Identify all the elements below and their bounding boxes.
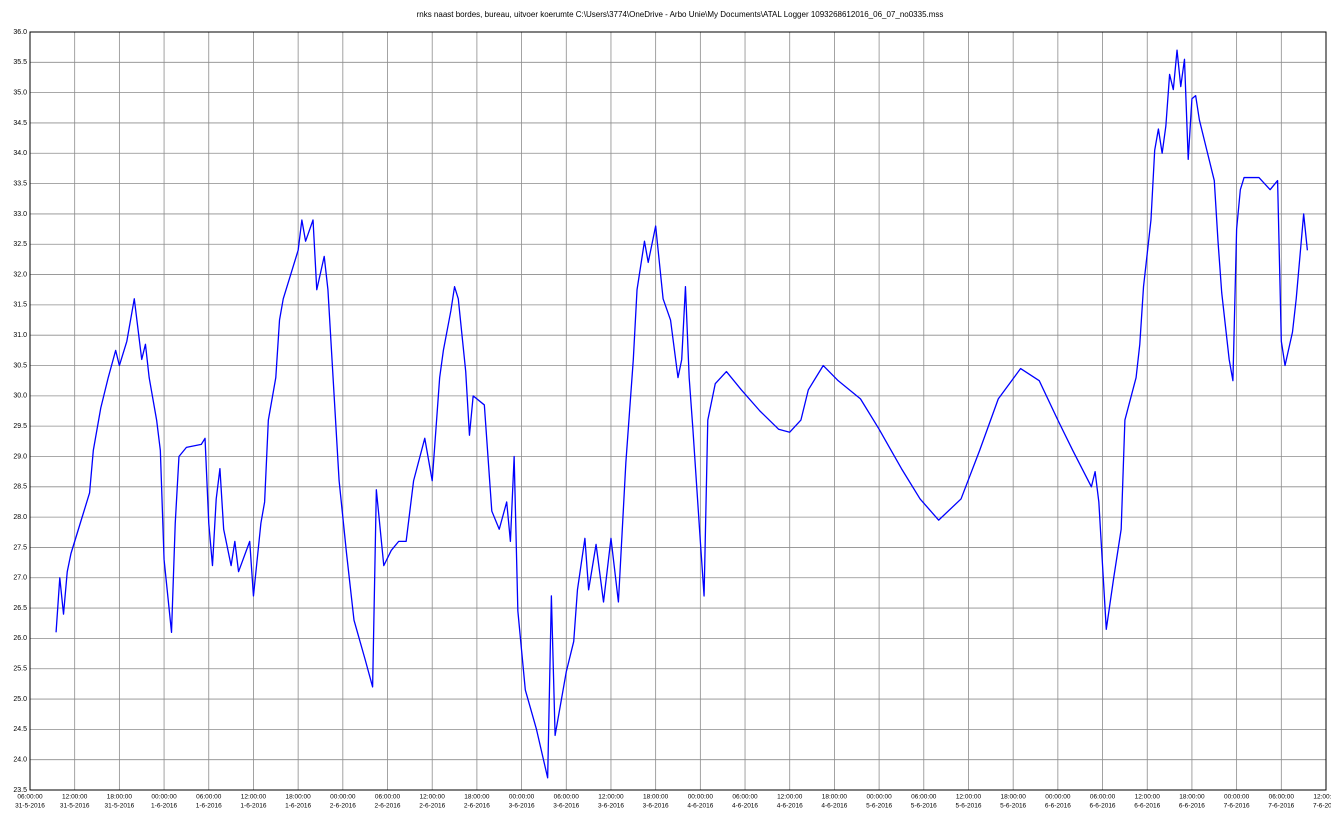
x-tick-time: 06:00:00 <box>1090 794 1116 801</box>
x-tick-date: 5-6-2016 <box>1000 803 1026 810</box>
x-tick-date: 3-6-2016 <box>598 803 624 810</box>
x-tick-time: 00:00:00 <box>1045 794 1071 801</box>
y-tick-label: 36.0 <box>13 29 27 36</box>
x-tick-time: 18:00:00 <box>107 794 133 801</box>
x-tick-date: 4-6-2016 <box>821 803 847 810</box>
x-tick-time: 00:00:00 <box>688 794 714 801</box>
chart-title: rnks naast bordes, bureau, uitvoer koeru… <box>417 10 944 19</box>
x-tick-date: 6-6-2016 <box>1090 803 1116 810</box>
x-tick-date: 2-6-2016 <box>464 803 490 810</box>
data-line <box>55 49 1309 779</box>
x-tick-time: 12:00:00 <box>1313 794 1331 801</box>
x-tick-date: 6-6-2016 <box>1045 803 1071 810</box>
x-tick-time: 06:00:00 <box>732 794 758 801</box>
x-tick-time: 06:00:00 <box>911 794 937 801</box>
x-tick-date: 31-5-2016 <box>15 803 45 810</box>
y-tick-label: 32.5 <box>13 241 27 248</box>
y-tick-label: 34.5 <box>13 120 27 127</box>
x-tick-date: 31-5-2016 <box>105 803 135 810</box>
x-tick-date: 31-5-2016 <box>60 803 90 810</box>
y-tick-label: 31.0 <box>13 332 27 339</box>
x-tick-date: 4-6-2016 <box>732 803 758 810</box>
x-tick-date: 1-6-2016 <box>196 803 222 810</box>
y-tick-label: 24.0 <box>13 757 27 764</box>
x-tick-time: 12:00:00 <box>241 794 267 801</box>
x-tick-date: 1-6-2016 <box>240 803 266 810</box>
x-tick-time: 12:00:00 <box>598 794 624 801</box>
x-tick-date: 3-6-2016 <box>553 803 579 810</box>
y-tick-label: 33.5 <box>13 180 27 187</box>
x-tick-date: 6-6-2016 <box>1134 803 1160 810</box>
x-tick-time: 00:00:00 <box>509 794 535 801</box>
x-tick-time: 00:00:00 <box>866 794 892 801</box>
y-tick-label: 24.5 <box>13 726 27 733</box>
plot <box>55 49 1309 779</box>
y-tick-label: 31.5 <box>13 302 27 309</box>
labels: 23.5 24.0 24.5 25.0 25.5 26.0 26.5 27.0 27.5 28.0… <box>13 29 1331 810</box>
x-tick-date: 6-6-2016 <box>1179 803 1205 810</box>
x-tick-date: 2-6-2016 <box>375 803 401 810</box>
y-tick-label: 29.5 <box>13 423 27 430</box>
y-tick-label: 26.0 <box>13 635 27 642</box>
x-tick-time: 18:00:00 <box>285 794 311 801</box>
x-tick-date: 2-6-2016 <box>330 803 356 810</box>
x-tick-time: 18:00:00 <box>643 794 669 801</box>
x-tick-time: 12:00:00 <box>420 794 446 801</box>
x-tick-time: 12:00:00 <box>62 794 88 801</box>
x-tick-date: 7-6-2016 <box>1313 803 1331 810</box>
y-tick-label: 28.0 <box>13 514 27 521</box>
x-tick-date: 4-6-2016 <box>687 803 713 810</box>
x-tick-time: 12:00:00 <box>777 794 803 801</box>
x-tick-time: 06:00:00 <box>196 794 222 801</box>
y-tick-label: 29.0 <box>13 453 27 460</box>
x-tick-date: 1-6-2016 <box>151 803 177 810</box>
x-tick-time: 18:00:00 <box>822 794 848 801</box>
x-tick-time: 12:00:00 <box>956 794 982 801</box>
y-tick-label: 25.0 <box>13 696 27 703</box>
y-tick-label: 34.0 <box>13 150 27 157</box>
x-tick-time: 00:00:00 <box>151 794 177 801</box>
x-tick-time: 18:00:00 <box>1179 794 1205 801</box>
y-tick-label: 30.0 <box>13 393 27 400</box>
x-tick-date: 7-6-2016 <box>1224 803 1250 810</box>
y-tick-label: 33.0 <box>13 211 27 218</box>
x-tick-date: 3-6-2016 <box>509 803 535 810</box>
grid <box>29 31 1327 791</box>
x-tick-time: 00:00:00 <box>330 794 356 801</box>
y-tick-label: 27.5 <box>13 544 27 551</box>
x-tick-time: 06:00:00 <box>554 794 580 801</box>
x-tick-time: 06:00:00 <box>375 794 401 801</box>
y-tick-label: 32.0 <box>13 271 27 278</box>
y-tick-label: 35.0 <box>13 89 27 96</box>
x-tick-time: 06:00:00 <box>1269 794 1295 801</box>
x-tick-date: 3-6-2016 <box>643 803 669 810</box>
x-tick-date: 5-6-2016 <box>911 803 937 810</box>
x-tick-date: 2-6-2016 <box>419 803 445 810</box>
x-tick-time: 18:00:00 <box>464 794 490 801</box>
x-tick-time: 12:00:00 <box>1135 794 1161 801</box>
y-tick-label: 27.0 <box>13 575 27 582</box>
plot-frame <box>29 31 1327 791</box>
x-tick-date: 4-6-2016 <box>777 803 803 810</box>
x-tick-date: 7-6-2016 <box>1268 803 1294 810</box>
y-tick-label: 23.5 <box>13 787 27 794</box>
y-tick-label: 28.5 <box>13 484 27 491</box>
y-tick-label: 25.5 <box>13 666 27 673</box>
x-tick-time: 06:00:00 <box>17 794 43 801</box>
x-tick-time: 00:00:00 <box>1224 794 1250 801</box>
y-tick-label: 35.5 <box>13 59 27 66</box>
x-tick-time: 18:00:00 <box>1001 794 1027 801</box>
y-tick-label: 30.5 <box>13 362 27 369</box>
x-tick-date: 1-6-2016 <box>285 803 311 810</box>
x-tick-date: 5-6-2016 <box>866 803 892 810</box>
x-tick-date: 5-6-2016 <box>955 803 981 810</box>
y-tick-label: 26.5 <box>13 605 27 612</box>
